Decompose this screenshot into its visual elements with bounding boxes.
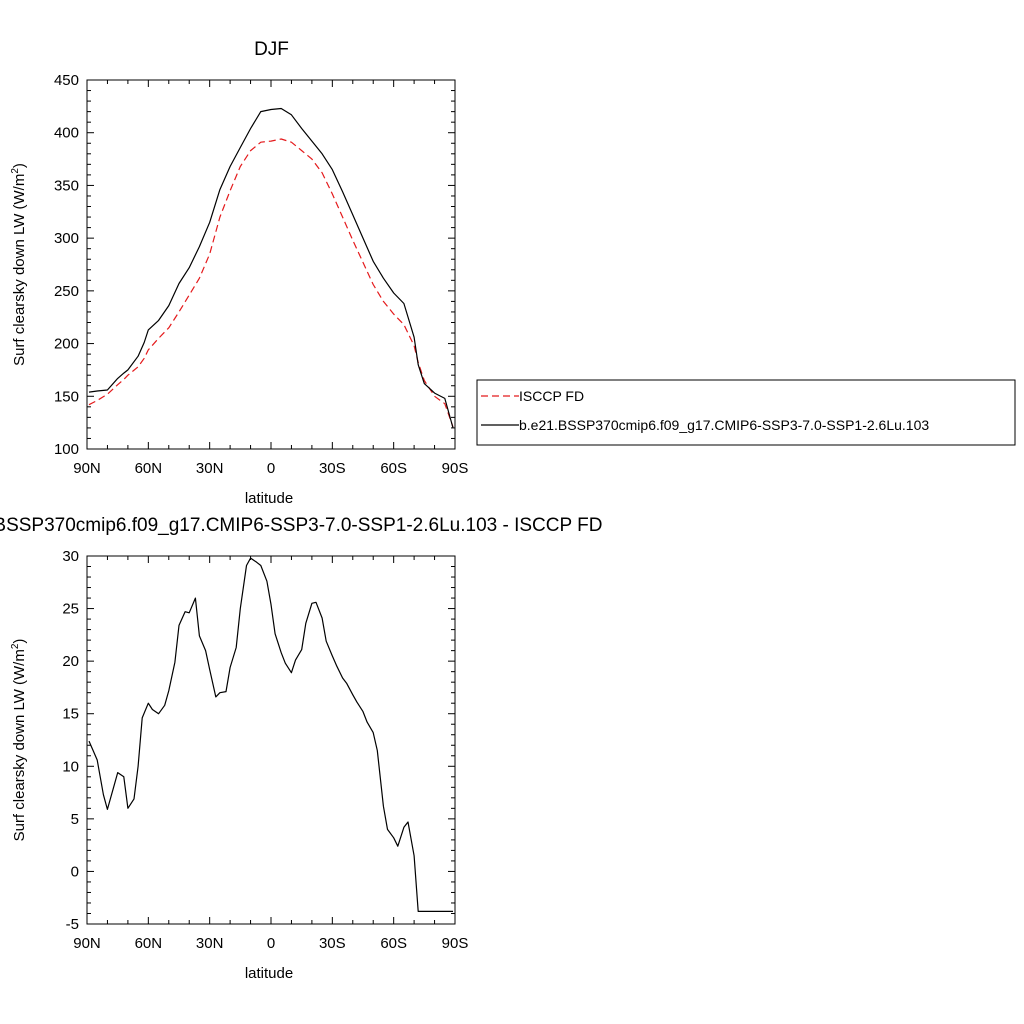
chart-title: DJF [254,39,289,60]
x-tick-label: 90N [73,460,101,477]
x-tick-label: 30N [196,460,224,477]
x-tick-label: 60N [135,935,163,952]
y-axis-label: Surf clearsky down LW (W/m2) [10,639,28,842]
x-tick-label: 60S [380,935,407,952]
y-tick-label: 15 [62,706,79,723]
y-tick-label: 25 [62,601,79,618]
top-panel: DJF 90N 60N 30N 0 30S 60S 90S 100 150 200 250 300 350… [10,39,468,507]
series-line-0 [88,138,454,428]
y-tick-label: 5 [71,811,79,828]
y-tick-label: -5 [66,916,79,933]
x-tick-label: 60N [135,460,163,477]
x-tick-label: 0 [267,935,275,952]
y-tick-label: 400 [54,125,79,142]
x-tick-label: 30N [196,935,224,952]
plot-frame [86,555,456,925]
y-tick-label: 450 [54,72,79,89]
y-tick-label: 100 [54,441,79,458]
series-line-0 [88,557,453,913]
x-tick-label: 30S [319,935,346,952]
chart-title: b.e21.BSSP370cmip6.f09_g17.CMIP6-SSP3-7.… [0,515,602,536]
y-tick-label: 20 [62,653,79,670]
y-tick-label: 250 [54,283,79,300]
y-tick-label: 300 [54,230,79,247]
x-tick-label: 30S [319,460,346,477]
y-tick-label: 150 [54,388,79,405]
x-axis-label: latitude [245,965,293,982]
legend-box [476,379,1016,446]
series-line-1 [88,107,454,429]
y-tick-label: 0 [71,863,79,880]
plot-frame [86,79,456,450]
y-axis-label: Surf clearsky down LW (W/m2) [10,163,28,366]
x-axis-label: latitude [245,490,293,507]
x-tick-label: 60S [380,460,407,477]
x-tick-label: 0 [267,460,275,477]
x-tick-label: 90N [73,935,101,952]
x-tick-label: 90S [442,935,469,952]
legend-label-1: b.e21.BSSP370cmip6.f09_g17.CMIP6-SSP3-7.… [519,417,929,433]
y-tick-label: 200 [54,336,79,353]
bottom-panel: b.e21.BSSP370cmip6.f09_g17.CMIP6-SSP3-7.… [0,515,602,982]
x-tick-label: 90S [442,460,469,477]
y-tick-label: 350 [54,177,79,194]
y-tick-label: 10 [62,758,79,775]
legend-label-0: ISCCP FD [519,388,584,404]
legend: ISCCP FD b.e21.BSSP370cmip6.f09_g17.CMIP6… [476,379,1016,446]
y-tick-label: 30 [62,548,79,565]
